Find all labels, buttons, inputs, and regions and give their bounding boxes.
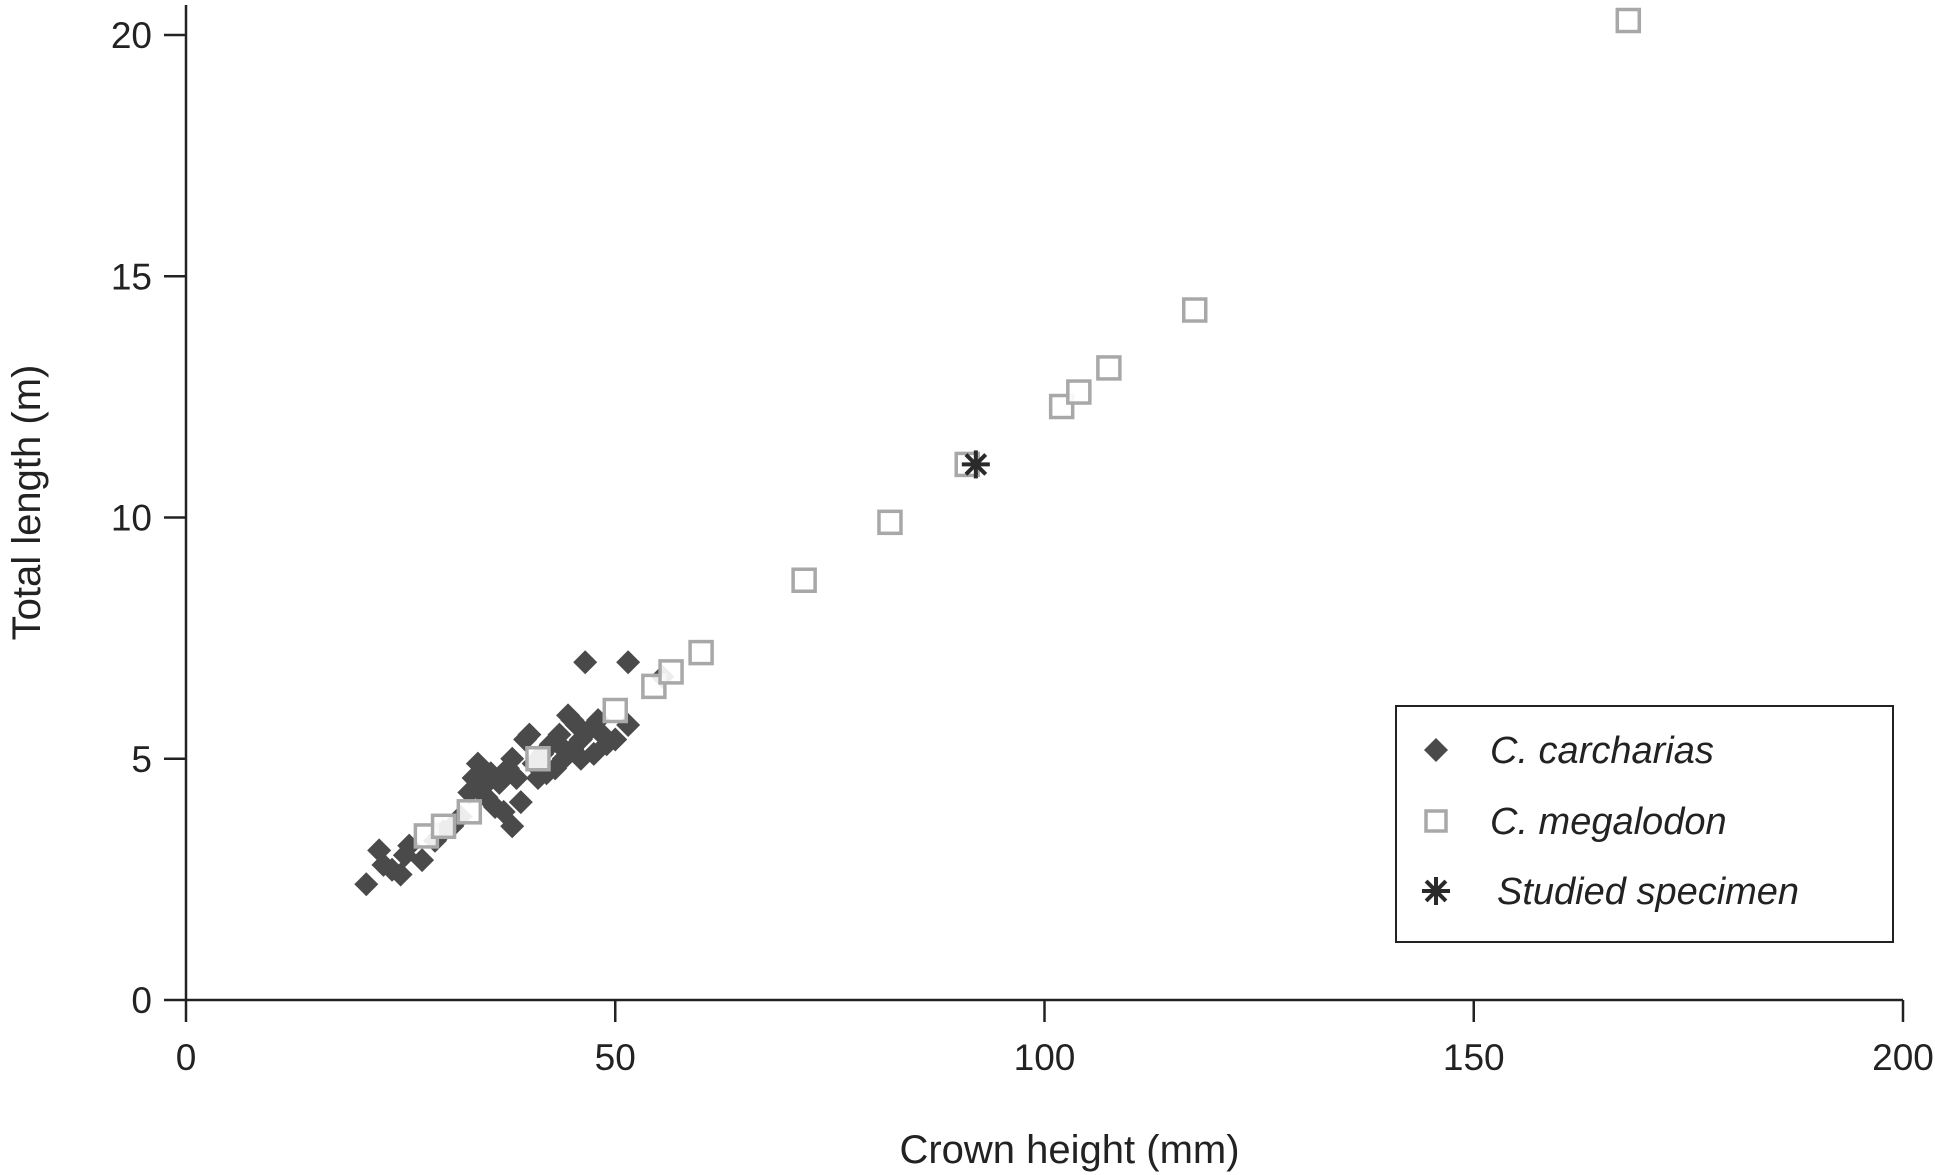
point-megalodon — [456, 799, 483, 825]
point-megalodon — [1096, 355, 1122, 381]
point-carcharias — [354, 872, 379, 897]
point-megalodon — [688, 639, 714, 666]
point-carcharias — [388, 862, 413, 887]
legend-marker-square — [1424, 809, 1448, 833]
point-carcharias — [560, 708, 585, 733]
legend-frame — [1395, 705, 1894, 943]
legend-markers — [1422, 738, 1450, 905]
point-carcharias — [551, 737, 576, 762]
x-tick-label: 100 — [1014, 1037, 1076, 1078]
legend-marker-diamond — [1424, 738, 1448, 762]
y-tick-label: 20 — [111, 15, 152, 56]
point-carcharias — [500, 814, 525, 839]
point-carcharias — [573, 650, 598, 675]
x-tick-label: 50 — [595, 1037, 636, 1078]
y-tick-label: 5 — [131, 739, 152, 780]
point-megalodon — [1181, 297, 1208, 323]
x-tick-label: 200 — [1872, 1037, 1934, 1078]
legend-label-carcharias: C. carcharias — [1490, 730, 1714, 772]
point-carcharias — [504, 766, 529, 791]
series-0 — [354, 650, 675, 897]
series-1 — [413, 7, 1642, 849]
point-carcharias — [500, 746, 525, 771]
point-megalodon — [430, 813, 457, 840]
point-carcharias — [616, 650, 641, 675]
x-axis-title: Crown height (mm) — [899, 1128, 1239, 1172]
point-carcharias — [568, 746, 593, 771]
point-carcharias — [491, 799, 516, 824]
y-tick-label: 15 — [111, 256, 152, 297]
point-carcharias — [483, 766, 508, 791]
point-studied-specimen — [961, 450, 990, 479]
point-carcharias — [603, 727, 628, 752]
legend-label-megalodon: C. megalodon — [1490, 801, 1727, 843]
point-megalodon — [1066, 379, 1092, 405]
point-megalodon — [525, 746, 551, 772]
point-carcharias — [508, 790, 533, 815]
y-tick-label: 10 — [111, 498, 152, 539]
data-points — [354, 7, 1642, 897]
series-2 — [961, 450, 990, 479]
point-megalodon — [877, 509, 903, 536]
legend-label-studied-specimen: Studied specimen — [1497, 871, 1799, 913]
point-megalodon — [602, 697, 628, 724]
y-tick-label: 0 — [131, 980, 152, 1021]
point-megalodon — [1615, 7, 1642, 34]
ticks: 0 50 100 150 200 0 5 10 15 20 — [111, 15, 1934, 1078]
legend-marker-asterisk — [1422, 877, 1450, 905]
x-tick-label: 0 — [176, 1037, 197, 1078]
point-megalodon — [791, 567, 817, 593]
point-carcharias — [517, 722, 542, 747]
legend: C. carcharias C. megalodon Studied speci… — [1395, 705, 1894, 943]
x-tick-label: 150 — [1443, 1037, 1505, 1078]
point-carcharias — [410, 848, 435, 873]
point-megalodon — [658, 659, 684, 685]
y-axis-title: Total length (m) — [5, 365, 49, 641]
